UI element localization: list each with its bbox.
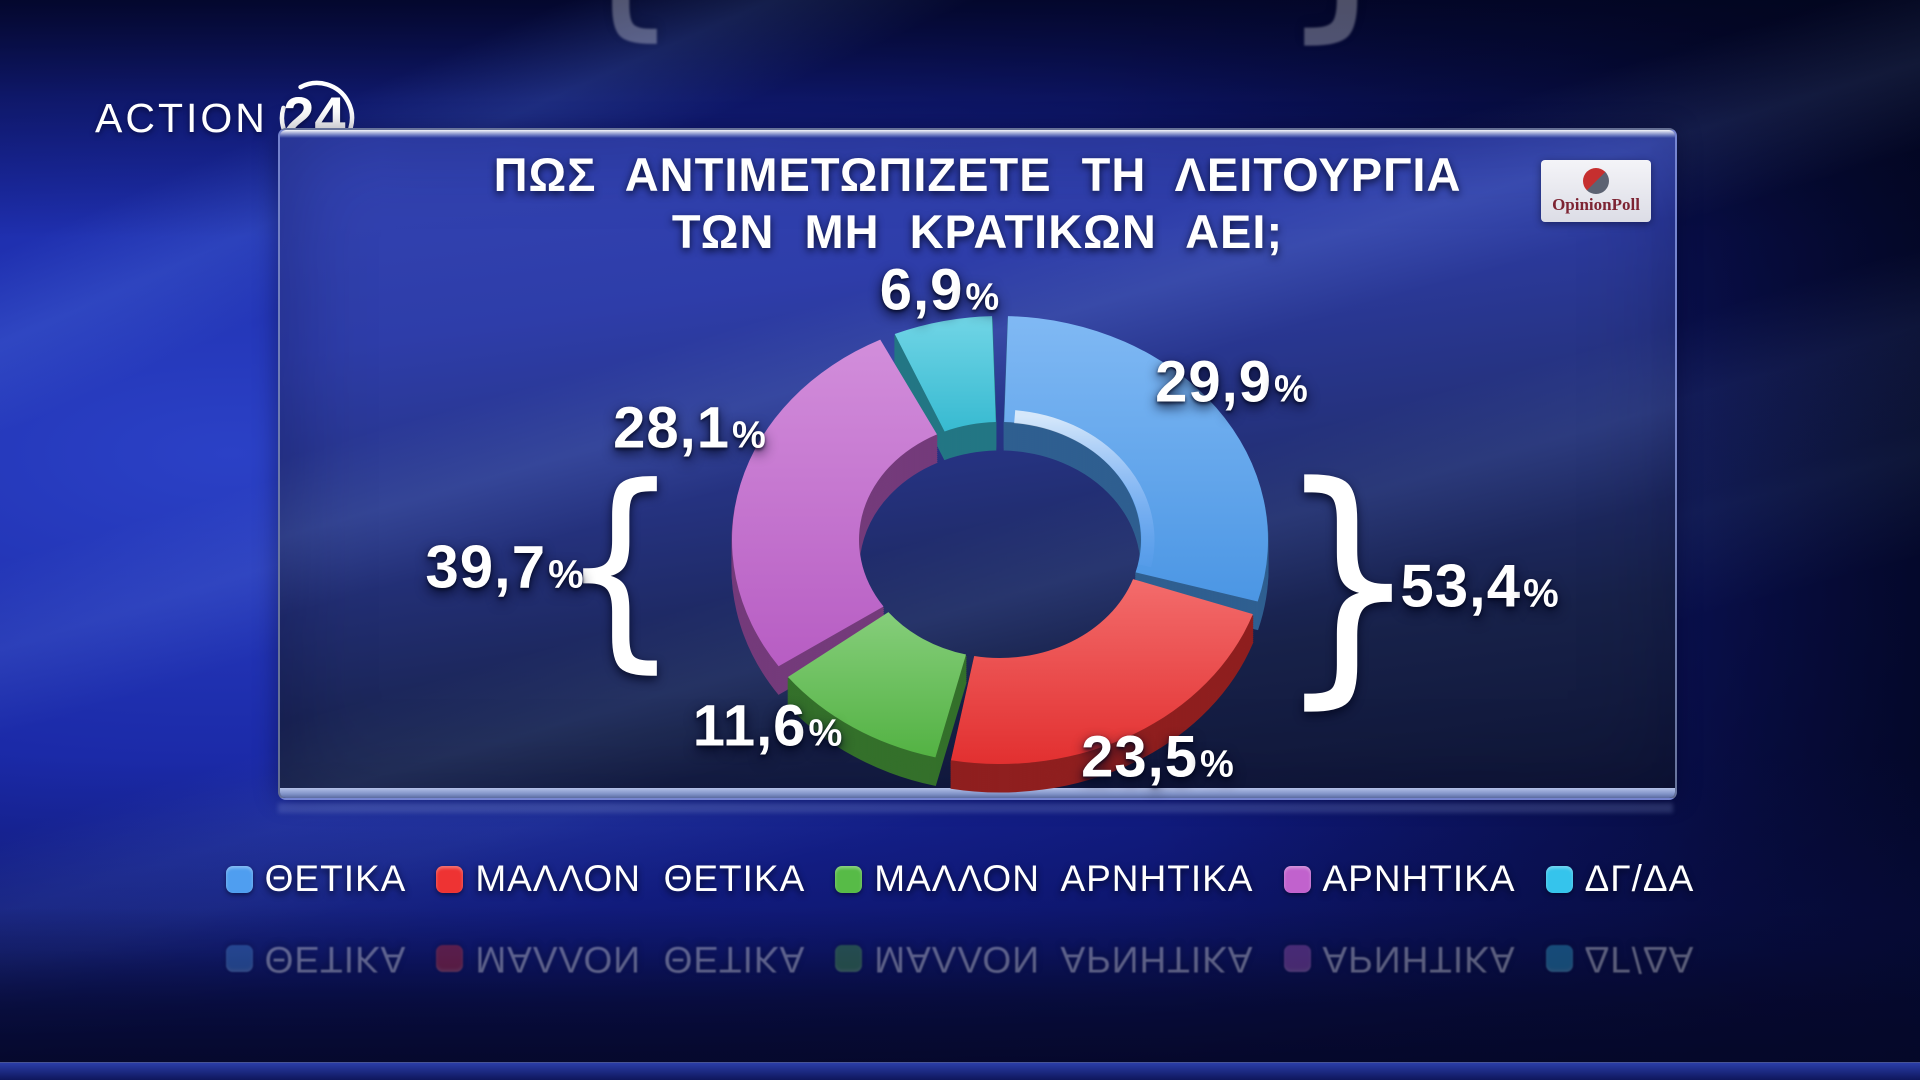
panel-bottom-edge bbox=[280, 788, 1675, 798]
legend-item-2: ΜΑΛΛΟΝ ΑΡΝΗΤΙΚΑ bbox=[835, 858, 1253, 900]
legend-label: ΘΕΤΙΚΑ bbox=[264, 939, 407, 980]
opinionpoll-badge: OpinionPoll bbox=[1541, 160, 1651, 222]
legend-label: ΘΕΤΙΚΑ bbox=[264, 858, 407, 899]
legend-item-3: ΑΡΝΗΤΙΚΑ bbox=[1283, 858, 1516, 900]
legend-label: ΜΑΛΛΟΝ ΘΕΤΙΚΑ bbox=[475, 939, 806, 980]
left-brace: { bbox=[559, 0, 680, 80]
legend-swatch-icon bbox=[835, 945, 863, 973]
poll-question-title: ΠΩΣ ΑΝΤΙΜΕΤΩΠΙΖΕΤΕ ΤΗ ΛΕΙΤΟΥΡΓΙΑ ΤΩΝ ΜΗ … bbox=[280, 146, 1675, 260]
poll-panel: ΠΩΣ ΑΝΤΙΜΕΤΩΠΙΖΕΤΕ ΤΗ ΛΕΙΤΟΥΡΓΙΑ ΤΩΝ ΜΗ … bbox=[278, 128, 1677, 800]
legend-label: ΑΡΝΗΤΙΚΑ bbox=[1322, 939, 1516, 980]
legend-swatch-icon bbox=[225, 945, 253, 973]
panel-top-edge bbox=[280, 130, 1675, 138]
legend-item-0: ΘΕΤΙΚΑ bbox=[225, 938, 407, 980]
legend-item-1: ΜΑΛΛΟΝ ΘΕΤΙΚΑ bbox=[436, 858, 805, 900]
title-line-1: ΠΩΣ ΑΝΤΙΜΕΤΩΠΙΖΕΤΕ ΤΗ ΛΕΙΤΟΥΡΓΙΑ bbox=[493, 148, 1462, 201]
legend-swatch-icon bbox=[1545, 865, 1573, 893]
legend-item-0: ΘΕΤΙΚΑ bbox=[225, 858, 407, 900]
legend-item-4: ΔΓ/ΔΑ bbox=[1545, 858, 1695, 900]
right-brace: } bbox=[1276, 0, 1420, 88]
legend-label: ΔΓ/ΔΑ bbox=[1584, 939, 1695, 980]
legend-label: ΜΑΛΛΟΝ ΑΡΝΗΤΙΚΑ bbox=[874, 858, 1254, 899]
legend-swatch-icon bbox=[436, 865, 464, 893]
channel-name-text: ACTION bbox=[95, 94, 268, 141]
opinionpoll-logo-icon bbox=[1583, 167, 1609, 194]
legend-item-1: ΜΑΛΛΟΝ ΘΕΤΙΚΑ bbox=[436, 938, 805, 980]
legend-label: ΜΑΛΛΟΝ ΘΕΤΙΚΑ bbox=[475, 858, 806, 899]
legend-swatch-icon bbox=[1283, 865, 1311, 893]
legend: ΘΕΤΙΚΑ ΜΑΛΛΟΝ ΘΕΤΙΚΑ ΜΑΛΛΟΝ ΑΡΝΗΤΙΚΑ ΑΡΝΗΤΙ… bbox=[0, 858, 1920, 900]
panel-reflection-edge bbox=[278, 803, 1673, 813]
legend-item-2: ΜΑΛΛΟΝ ΑΡΝΗΤΙΚΑ bbox=[835, 938, 1254, 980]
legend-label: ΑΡΝΗΤΙΚΑ bbox=[1322, 858, 1516, 899]
title-line-2: ΤΩΝ ΜΗ ΚΡΑΤΙΚΩΝ ΑΕΙ; bbox=[671, 205, 1284, 258]
legend-reflection: ΘΕΤΙΚΑ ΜΑΛΛΟΝ ΘΕΤΙΚΑ ΜΑΛΛΟΝ ΑΡΝΗΤΙΚΑ ΑΡΝΗΤΙ… bbox=[0, 938, 1920, 980]
legend-swatch-icon bbox=[225, 865, 253, 893]
legend-swatch-icon bbox=[436, 945, 464, 973]
legend-item-3: ΑΡΝΗΤΙΚΑ bbox=[1283, 938, 1516, 980]
legend-label: ΜΑΛΛΟΝ ΑΡΝΗΤΙΚΑ bbox=[874, 939, 1254, 980]
legend-label: ΔΓ/ΔΑ bbox=[1584, 858, 1695, 899]
opinionpoll-label: OpinionPoll bbox=[1552, 194, 1640, 214]
legend-swatch-icon bbox=[835, 865, 863, 893]
bottom-strip bbox=[0, 1062, 1920, 1080]
legend-swatch-icon bbox=[1283, 945, 1311, 973]
legend-swatch-icon bbox=[1545, 945, 1573, 973]
legend-item-4: ΔΓ/ΔΑ bbox=[1545, 938, 1695, 980]
